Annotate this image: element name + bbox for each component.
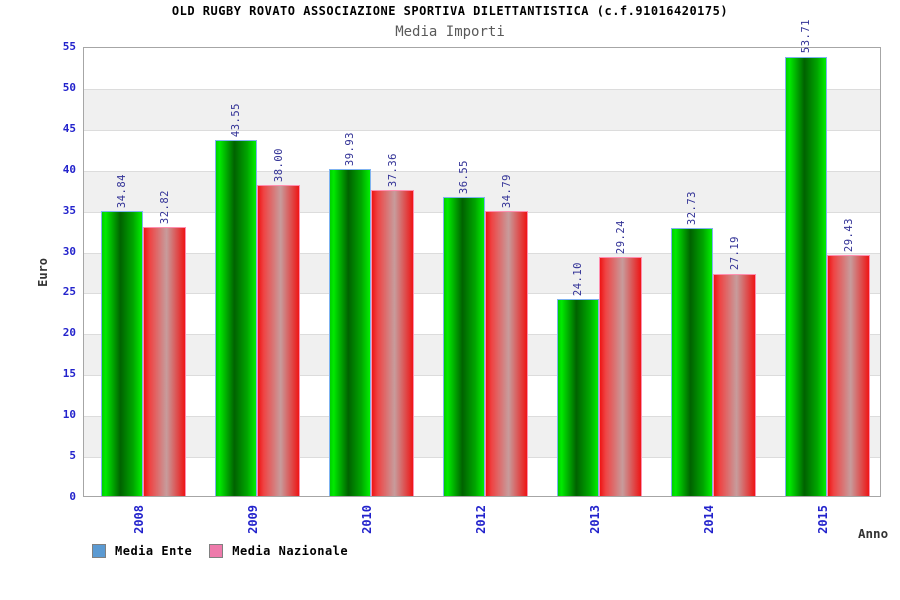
- bar-value-label: 29.24: [614, 219, 627, 254]
- y-axis-tick: 50: [62, 80, 76, 94]
- bar-media-nazionale-2010: [371, 190, 415, 496]
- bar-media-ente-2014: [670, 228, 714, 496]
- bar-value-label: 29.43: [842, 218, 855, 253]
- bar-group-2010: 39.93 37.36: [312, 48, 426, 496]
- legend-swatch-media-ente: [92, 544, 106, 558]
- chart-subtitle: Media Importi: [395, 24, 505, 40]
- y-axis-tick: 45: [62, 121, 76, 135]
- grid-line: [84, 88, 880, 90]
- y-axis-tick: 30: [62, 244, 76, 258]
- bar-value-label: 24.10: [571, 261, 584, 296]
- x-axis: 2008 2009 2010 2012 2013 2014 2015: [83, 505, 881, 547]
- chart-title: OLD RUGBY ROVATO ASSOCIAZIONE SPORTIVA D…: [171, 4, 729, 18]
- bar-media-ente-2013: [556, 298, 600, 496]
- bar-group-2009: 43.55 38.00: [198, 48, 312, 496]
- x-axis-tick-2014: 2014: [701, 505, 716, 534]
- x-axis-tick-2013: 2013: [587, 505, 602, 534]
- bar-media-nazionale-2015: [827, 255, 871, 496]
- y-axis: 0 5 10 15 20 25 30 35 40 45 50 55: [0, 40, 76, 503]
- plot-band: [84, 88, 880, 130]
- y-axis-tick: 20: [62, 326, 76, 340]
- bar-media-nazionale-2009: [257, 185, 301, 496]
- x-axis-tick-2012: 2012: [473, 505, 488, 534]
- bar-media-nazionale-2013: [599, 256, 643, 496]
- x-axis-title: Anno: [858, 526, 889, 541]
- legend-label-media-nazionale: Media Nazionale: [232, 544, 349, 558]
- x-axis-tick-2009: 2009: [245, 505, 260, 534]
- bar-value-label: 27.19: [728, 236, 741, 271]
- bar-group-2008: 34.84 32.82: [84, 48, 198, 496]
- bar-media-nazionale-2012: [485, 211, 529, 496]
- bar-value-label: 34.84: [115, 173, 128, 208]
- bar-value-label: 34.79: [500, 174, 513, 209]
- legend: Media Ente Media Nazionale: [92, 544, 365, 558]
- bar-value-label: 36.55: [457, 159, 470, 194]
- bar-value-label: 32.82: [158, 190, 171, 225]
- x-axis-tick-2008: 2008: [131, 505, 146, 534]
- bar-group-2013: 24.10 29.24: [540, 48, 654, 496]
- grid-line: [84, 129, 880, 131]
- bar-value-label: 39.93: [343, 132, 356, 167]
- y-axis-tick: 25: [62, 285, 76, 299]
- bar-media-nazionale-2014: [713, 273, 757, 496]
- x-axis-tick-2015: 2015: [815, 505, 830, 534]
- bar-group-2014: 32.73 27.19: [654, 48, 768, 496]
- bar-value-label: 43.55: [229, 102, 242, 137]
- y-axis-tick: 0: [69, 490, 76, 503]
- legend-swatch-media-nazionale: [209, 544, 224, 558]
- x-axis-tick-2010: 2010: [359, 505, 374, 534]
- bar-media-nazionale-2008: [143, 227, 187, 496]
- plot-area: 34.84 32.82 43.55 38.00 39.93 37.36 36.55 34.79…: [83, 19, 882, 497]
- bar-value-label: 37.36: [386, 153, 399, 188]
- bar-value-label: 53.71: [799, 19, 812, 54]
- bar-value-label: 38.00: [272, 147, 285, 183]
- y-axis-tick: 10: [62, 408, 76, 422]
- y-axis-tick: 5: [69, 449, 76, 463]
- bar-group-2015: 53.71 29.43: [768, 19, 882, 496]
- bar-media-ente-2012: [442, 196, 486, 496]
- bar-media-ente-2009: [214, 139, 258, 496]
- bar-media-ente-2010: [328, 169, 372, 496]
- bar-group-2012: 36.55 34.79: [426, 48, 540, 496]
- y-axis-tick: 35: [62, 203, 76, 217]
- y-axis-tick: 15: [62, 367, 76, 381]
- legend-label-media-ente: Media Ente: [115, 544, 193, 558]
- bar-media-ente-2015: [784, 56, 828, 496]
- bar-value-label: 32.73: [685, 191, 698, 226]
- bar-media-ente-2008: [100, 210, 144, 496]
- y-axis-tick: 40: [62, 162, 76, 176]
- grid-line: [84, 170, 880, 172]
- y-axis-tick: 55: [62, 40, 76, 53]
